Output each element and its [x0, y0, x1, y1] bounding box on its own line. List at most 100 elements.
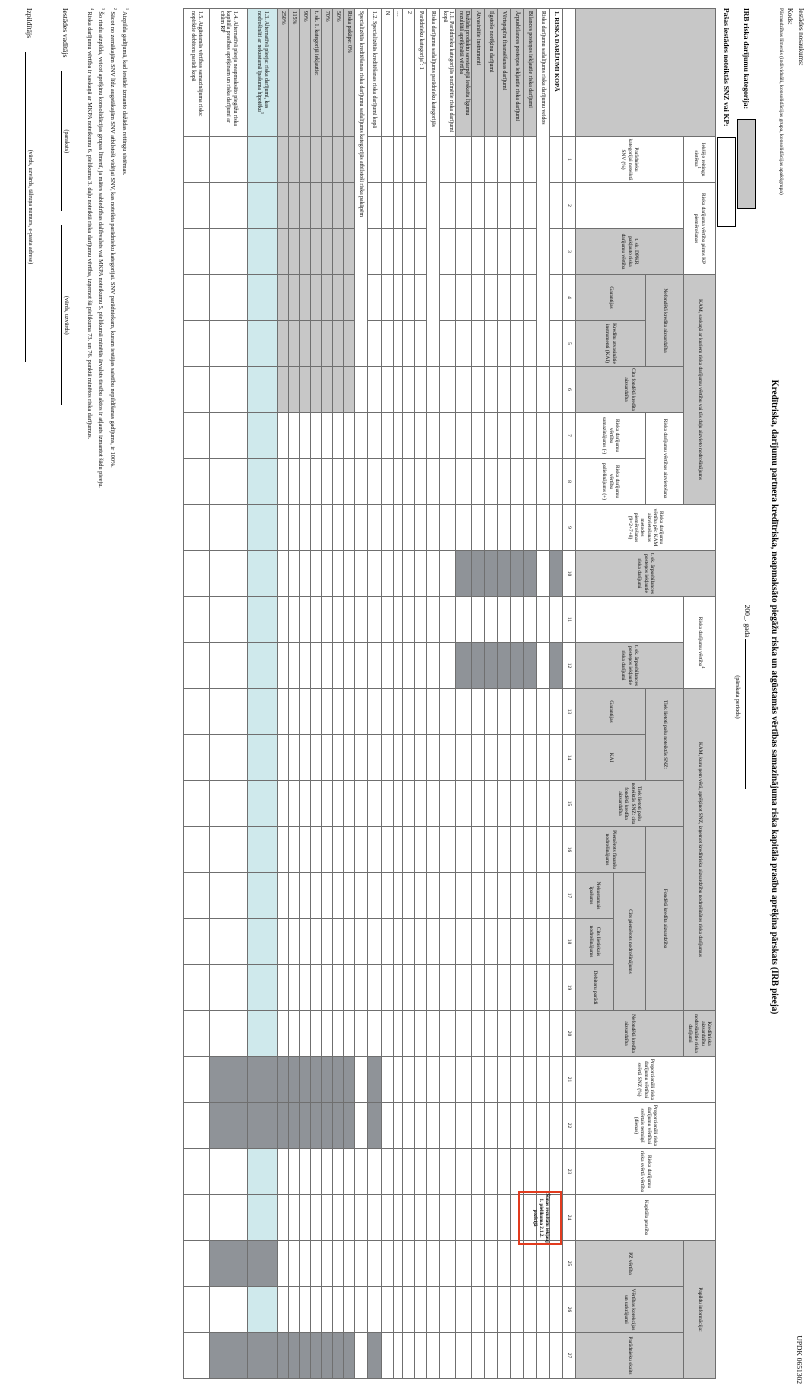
grid-cell [299, 182, 311, 229]
grid-cell [310, 182, 322, 229]
grid-cell [393, 412, 403, 459]
irb-category-input-box[interactable] [737, 119, 756, 210]
column-header: KAI [575, 734, 646, 781]
column-header: Nefondētā kredīta aizsardzība [645, 274, 684, 367]
grid-cell [484, 504, 498, 551]
grid-cell [247, 826, 278, 873]
grid-cell [299, 458, 311, 505]
own-estimates-label: Pašas iestādes noteiktās SNZ vai KP: [722, 8, 731, 127]
grid-cell [402, 918, 415, 965]
grid-cell [536, 826, 550, 873]
table-row: 250% [277, 8, 289, 1379]
grid-cell [209, 320, 248, 367]
grid-cell [247, 1148, 278, 1195]
grid-cell [484, 1056, 498, 1103]
grid-cell [367, 1286, 382, 1333]
grid-cell [455, 872, 472, 919]
grid-cell [536, 1240, 550, 1287]
grid-cell [277, 734, 289, 781]
grid-cell [426, 550, 440, 597]
grid-cell [332, 872, 344, 919]
grid-cell [332, 964, 344, 1011]
grid-cell [484, 458, 498, 505]
grid-cell [484, 1286, 498, 1333]
grid-cell [247, 688, 278, 735]
grid-cell [402, 1010, 415, 1057]
institution-header: Iestādes nosaukums: Kods: Pārraudzības l… [777, 8, 806, 195]
table-row: Specializētās kreditēšanas riska darījum… [354, 8, 368, 1379]
grid-cell [247, 964, 278, 1011]
grid-cell [426, 734, 440, 781]
grid-cell [277, 688, 289, 735]
grid-cell [471, 366, 485, 413]
grid-cell [414, 550, 427, 597]
grid-cell [277, 1102, 289, 1149]
row-label: 1. RISKA DARĪJUMI KOPĀ [549, 8, 563, 137]
table-row: Riska darījumu sadalījums riska darījumu… [536, 8, 550, 1379]
column-header: Kredītu atvasinātie instrumenti (KAI) [575, 320, 646, 367]
grid-cell [247, 274, 278, 321]
grid-cell [381, 1102, 394, 1149]
grid-cell [299, 1194, 311, 1241]
grid-cell [209, 642, 248, 689]
grid-cell [393, 1240, 403, 1287]
grid-cell [183, 872, 210, 919]
grid-cell [381, 964, 394, 1011]
grid-cell [299, 366, 311, 413]
grid-cell [321, 1332, 333, 1379]
grid-cell [332, 366, 344, 413]
grid-cell [354, 1286, 368, 1333]
grid-cell [277, 964, 289, 1011]
grid-cell [310, 320, 322, 367]
column-header: t. sk. ārpusbilances posteņos iekļautie … [575, 642, 684, 689]
own-estimates-input-box[interactable] [717, 136, 736, 227]
grid-cell [497, 1148, 511, 1195]
column-number: 14 [562, 734, 576, 781]
grid-cell [426, 458, 440, 505]
grid-cell [310, 412, 322, 459]
grid-cell [439, 1332, 456, 1379]
grid-cell [332, 1240, 344, 1287]
grid-cell [471, 1194, 485, 1241]
grid-cell [510, 780, 524, 827]
grid-cell [321, 136, 333, 183]
column-header: Tiek lietoti pašu noteiktās SNZ: cita fo… [575, 780, 684, 827]
grid-cell [549, 964, 563, 1011]
grid-cell [381, 136, 394, 183]
column-header: Riska darījumu vērtību palielinājums (+) [575, 458, 646, 505]
grid-cell [183, 1056, 210, 1103]
grid-cell [310, 228, 322, 275]
grid-cell [343, 136, 355, 183]
column-number: 2 [562, 182, 576, 229]
grid-cell [183, 1332, 210, 1379]
grid-cell [381, 872, 394, 919]
grid-cell [510, 826, 524, 873]
grid-cell [549, 872, 563, 919]
column-header: Proporcionāli riska darījumu vērtībai sv… [575, 1056, 716, 1103]
column-number: 22 [562, 1102, 576, 1149]
grid-cell [402, 780, 415, 827]
grid-cell [455, 1240, 472, 1287]
corner-cell [575, 8, 716, 137]
grid-cell [471, 734, 485, 781]
grid-cell [402, 596, 415, 643]
report-table: Iekšējo reitingu sistēma1 Riska darījuma … [182, 8, 716, 1379]
grid-cell [549, 320, 563, 367]
column-number: 3 [562, 228, 576, 275]
grid-cell [549, 412, 563, 459]
grid-cell [183, 320, 210, 367]
grid-cell [426, 1286, 440, 1333]
grid-cell [439, 1286, 456, 1333]
grid-cell [321, 182, 333, 229]
grid-cell [288, 964, 300, 1011]
column-header: Nekustamais īpašums [575, 872, 614, 919]
grid-cell [484, 642, 498, 689]
grid-cell [321, 872, 333, 919]
grid-cell [277, 1010, 289, 1057]
grid-cell [402, 826, 415, 873]
grid-cell [381, 1332, 394, 1379]
period-blank-line [745, 639, 754, 790]
grid-cell [247, 228, 278, 275]
grid-cell [536, 1148, 550, 1195]
grid-cell [332, 1194, 344, 1241]
